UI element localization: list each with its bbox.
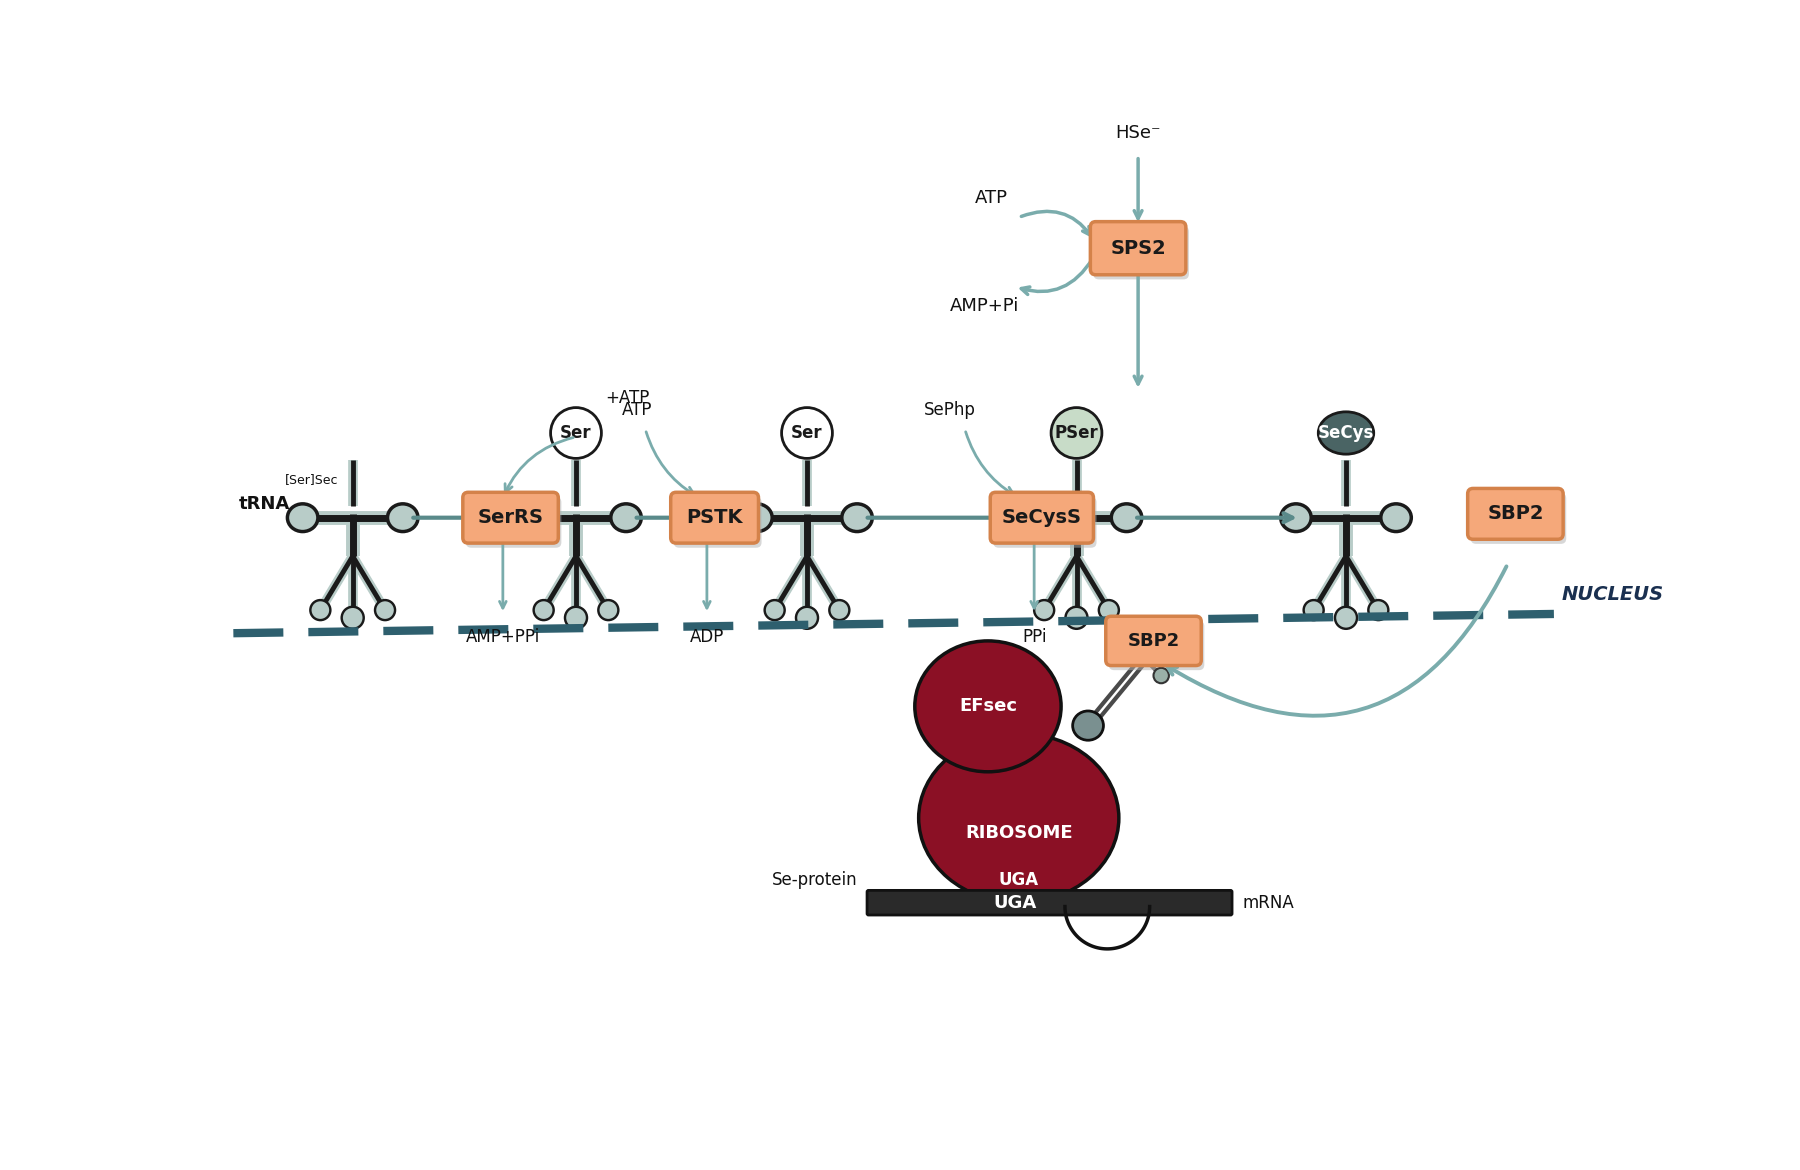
Text: SPS2: SPS2 xyxy=(1111,239,1166,257)
Text: SBP2: SBP2 xyxy=(1127,632,1179,649)
Circle shape xyxy=(1066,607,1087,628)
Text: PPi: PPi xyxy=(1022,628,1046,646)
Text: HSe⁻: HSe⁻ xyxy=(1116,124,1161,142)
FancyBboxPatch shape xyxy=(1471,493,1566,544)
Text: +ATP: +ATP xyxy=(605,390,650,407)
Ellipse shape xyxy=(914,641,1060,772)
Text: SerRS: SerRS xyxy=(477,508,544,528)
Text: AMP+PPi: AMP+PPi xyxy=(466,628,540,646)
FancyBboxPatch shape xyxy=(463,493,558,543)
Ellipse shape xyxy=(742,504,772,531)
Text: Ser: Ser xyxy=(792,424,823,442)
Circle shape xyxy=(598,600,619,620)
Ellipse shape xyxy=(1073,711,1103,741)
Circle shape xyxy=(1098,600,1120,620)
FancyBboxPatch shape xyxy=(1091,221,1186,275)
Ellipse shape xyxy=(1381,504,1411,531)
Text: ATP: ATP xyxy=(623,401,653,419)
Ellipse shape xyxy=(387,504,418,531)
FancyBboxPatch shape xyxy=(1093,226,1190,280)
Text: ATP: ATP xyxy=(976,190,1008,207)
Ellipse shape xyxy=(1111,504,1141,531)
Text: PSer: PSer xyxy=(1055,424,1098,442)
FancyBboxPatch shape xyxy=(990,493,1093,543)
FancyBboxPatch shape xyxy=(1467,488,1562,539)
Circle shape xyxy=(796,607,817,628)
Circle shape xyxy=(551,407,601,459)
Text: tRNA: tRNA xyxy=(239,495,290,512)
FancyBboxPatch shape xyxy=(673,497,761,548)
FancyBboxPatch shape xyxy=(1105,617,1201,666)
Ellipse shape xyxy=(511,504,542,531)
FancyBboxPatch shape xyxy=(994,497,1096,548)
FancyBboxPatch shape xyxy=(1109,621,1204,670)
Text: EFsec: EFsec xyxy=(959,697,1017,715)
Text: SBP2: SBP2 xyxy=(1487,504,1544,523)
Circle shape xyxy=(310,600,331,620)
Text: AMP+Pi: AMP+Pi xyxy=(949,297,1019,315)
Ellipse shape xyxy=(610,504,641,531)
Ellipse shape xyxy=(1318,412,1373,454)
Text: ADP: ADP xyxy=(689,628,724,646)
Circle shape xyxy=(765,600,785,620)
Text: UGA: UGA xyxy=(994,894,1037,911)
Circle shape xyxy=(830,600,850,620)
Circle shape xyxy=(1154,668,1168,683)
Circle shape xyxy=(533,600,554,620)
Text: SeCysS: SeCysS xyxy=(1003,508,1082,528)
Circle shape xyxy=(374,600,394,620)
Circle shape xyxy=(1368,600,1388,620)
Text: [Ser]Sec: [Ser]Sec xyxy=(284,473,338,486)
Circle shape xyxy=(1035,600,1055,620)
Ellipse shape xyxy=(288,504,319,531)
Text: mRNA: mRNA xyxy=(1242,894,1294,911)
Ellipse shape xyxy=(842,504,873,531)
FancyBboxPatch shape xyxy=(671,493,758,543)
Text: SePhp: SePhp xyxy=(923,401,976,419)
Text: PSTK: PSTK xyxy=(686,508,743,528)
Text: UGA: UGA xyxy=(999,870,1039,888)
Ellipse shape xyxy=(918,734,1120,903)
Text: NUCLEUS: NUCLEUS xyxy=(1562,585,1663,604)
Circle shape xyxy=(1336,607,1357,628)
Text: RIBOSOME: RIBOSOME xyxy=(965,825,1073,842)
Circle shape xyxy=(1303,600,1323,620)
FancyBboxPatch shape xyxy=(466,497,562,548)
Text: Se-protein: Se-protein xyxy=(772,870,857,888)
Circle shape xyxy=(781,407,832,459)
Ellipse shape xyxy=(1012,504,1042,531)
Circle shape xyxy=(1051,407,1102,459)
Ellipse shape xyxy=(1282,504,1310,531)
Text: SeCys: SeCys xyxy=(1318,424,1373,442)
Circle shape xyxy=(342,607,364,628)
FancyBboxPatch shape xyxy=(868,890,1231,915)
Text: Ser: Ser xyxy=(560,424,592,442)
Circle shape xyxy=(1161,618,1177,633)
Circle shape xyxy=(565,607,587,628)
